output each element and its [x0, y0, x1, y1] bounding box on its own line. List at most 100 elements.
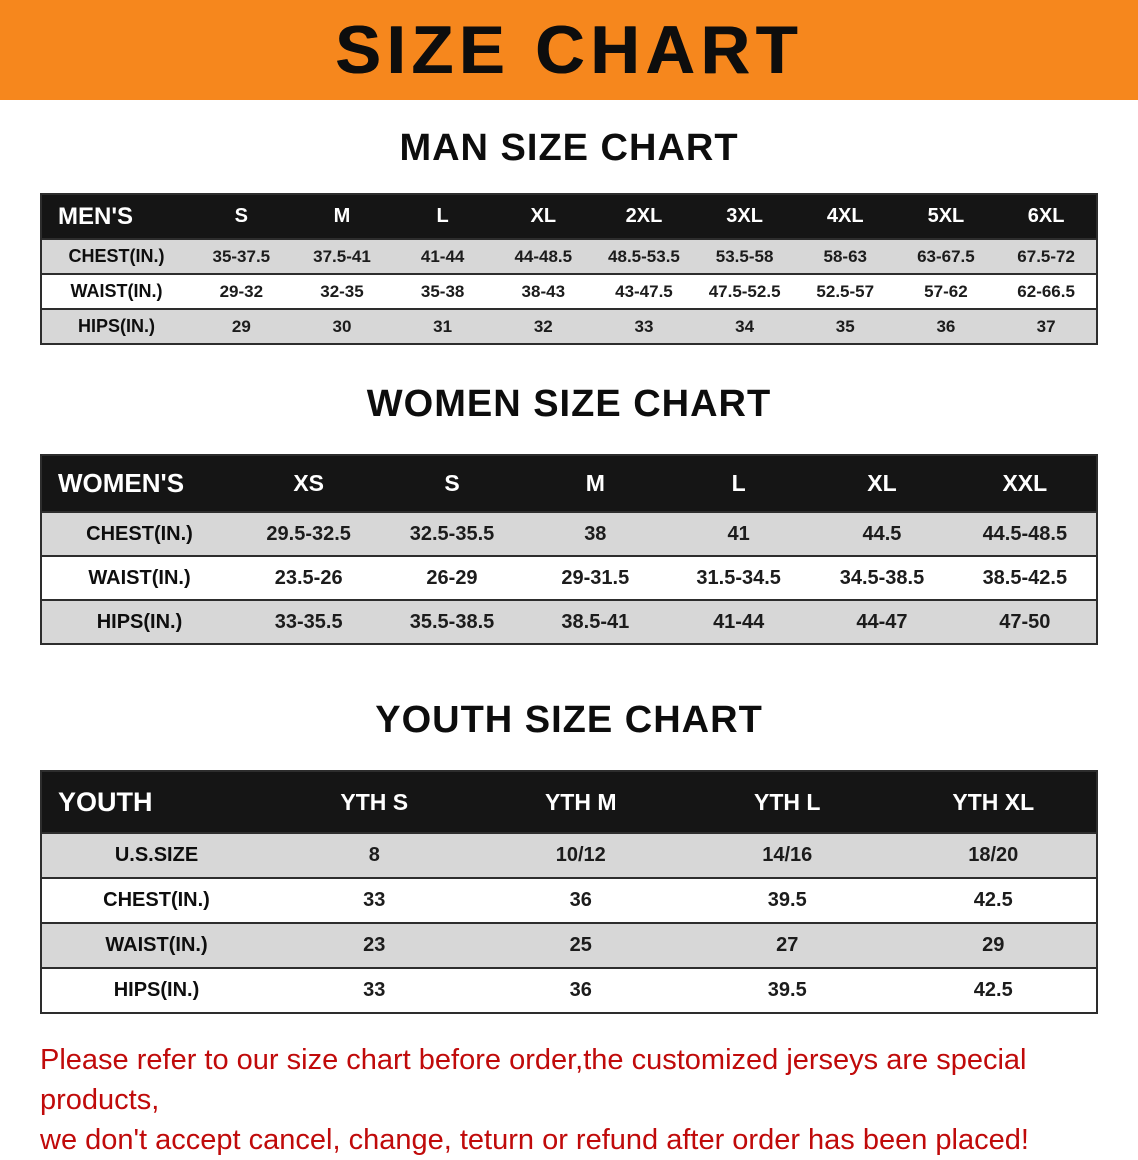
size-value: 44-47: [810, 600, 954, 645]
size-value: 33: [271, 968, 478, 1014]
size-value: 27: [684, 923, 891, 969]
size-value: 38.5-41: [523, 600, 667, 645]
size-value: 43-47.5: [593, 274, 695, 310]
size-value: 38.5-42.5: [953, 556, 1097, 601]
size-value: 35: [794, 309, 896, 345]
size-value: 38-43: [492, 274, 594, 310]
row-label: HIPS(IN.): [41, 600, 237, 645]
youth-section-heading: YOUTH SIZE CHART: [375, 699, 763, 741]
row-label: HIPS(IN.): [41, 968, 271, 1014]
size-column-header: S: [191, 194, 292, 240]
size-value: 67.5-72: [996, 239, 1097, 275]
table-row: CHEST(IN.) 29.5-32.5 32.5-35.5 38 41 44.5 44.5…: [41, 512, 1097, 557]
table-corner-label: WOMEN'S: [41, 455, 237, 513]
size-value: 29: [191, 309, 292, 345]
size-value: 30: [291, 309, 393, 345]
size-value: 39.5: [684, 968, 891, 1014]
table-row: WAIST(IN.) 23.5-26 26-29 29-31.5 31.5-34.5 34…: [41, 556, 1097, 601]
size-value: 44.5: [810, 512, 954, 557]
table-row: HIPS(IN.) 29 30 31 32 33 34 35 36 37: [41, 309, 1097, 345]
size-column-header: YTH M: [477, 771, 684, 834]
size-column-header: S: [380, 455, 524, 513]
size-column-header: YTH S: [271, 771, 478, 834]
size-value: 63-67.5: [895, 239, 997, 275]
size-column-header: XS: [237, 455, 381, 513]
size-value: 37.5-41: [291, 239, 393, 275]
row-label: CHEST(IN.): [41, 512, 237, 557]
size-value: 23.5-26: [237, 556, 381, 601]
size-column-header: 4XL: [794, 194, 896, 240]
table-header-row: MEN'S S M L XL 2XL 3XL 4XL 5XL 6XL: [41, 194, 1097, 240]
size-value: 29.5-32.5: [237, 512, 381, 557]
size-value: 33: [593, 309, 695, 345]
size-column-header: 2XL: [593, 194, 695, 240]
size-column-header: L: [666, 455, 811, 513]
size-value: 18/20: [890, 833, 1097, 879]
size-column-header: 5XL: [895, 194, 997, 240]
size-column-header: L: [392, 194, 493, 240]
size-value: 8: [271, 833, 478, 879]
size-column-header: 6XL: [996, 194, 1097, 240]
size-value: 29: [890, 923, 1097, 969]
men-size-table: MEN'S S M L XL 2XL 3XL 4XL 5XL 6XL CHEST(IN.) 35-37…: [40, 193, 1098, 345]
size-value: 29-32: [191, 274, 292, 310]
size-value: 47.5-52.5: [694, 274, 795, 310]
table-corner-label: YOUTH: [41, 771, 271, 834]
row-label: CHEST(IN.): [41, 239, 191, 275]
row-label: WAIST(IN.): [41, 274, 191, 310]
men-section-heading: MAN SIZE CHART: [399, 127, 739, 169]
row-label: U.S.SIZE: [41, 833, 271, 879]
size-value: 57-62: [895, 274, 997, 310]
size-column-header: XL: [810, 455, 954, 513]
size-value: 42.5: [890, 968, 1097, 1014]
size-column-header: YTH L: [684, 771, 891, 834]
size-value: 37: [996, 309, 1097, 345]
size-value: 58-63: [794, 239, 896, 275]
men-size-section: MAN SIZE CHART MEN'S S M L XL 2XL 3XL 4XL 5XL 6XL…: [0, 100, 1138, 345]
youth-size-section: YOUTH SIZE CHART YOUTH YTH S YTH M YTH L YTH…: [0, 645, 1138, 1014]
size-column-header: 3XL: [694, 194, 795, 240]
size-value: 47-50: [953, 600, 1097, 645]
size-value: 42.5: [890, 878, 1097, 924]
row-label: WAIST(IN.): [41, 923, 271, 969]
size-value: 36: [477, 968, 684, 1014]
table-corner-label: MEN'S: [41, 194, 191, 240]
table-row: CHEST(IN.) 33 36 39.5 42.5: [41, 878, 1097, 924]
table-row: WAIST(IN.) 29-32 32-35 35-38 38-43 43-47.5 47.…: [41, 274, 1097, 310]
youth-size-table: YOUTH YTH S YTH M YTH L YTH XL U.S.SIZE 8 10/12…: [40, 770, 1098, 1014]
size-column-header: M: [291, 194, 393, 240]
size-value: 29-31.5: [523, 556, 667, 601]
size-column-header: YTH XL: [890, 771, 1097, 834]
size-value: 52.5-57: [794, 274, 896, 310]
size-value: 14/16: [684, 833, 891, 879]
disclaimer: Please refer to our size chart before or…: [40, 1040, 1120, 1160]
table-row: WAIST(IN.) 23 25 27 29: [41, 923, 1097, 969]
size-value: 33: [271, 878, 478, 924]
size-value: 39.5: [684, 878, 891, 924]
size-value: 41-44: [392, 239, 493, 275]
size-value: 36: [477, 878, 684, 924]
size-value: 41-44: [666, 600, 811, 645]
banner: SIZE CHART: [0, 0, 1138, 100]
size-value: 38: [523, 512, 667, 557]
size-column-header: XXL: [953, 455, 1097, 513]
size-value: 31.5-34.5: [666, 556, 811, 601]
size-column-header: XL: [492, 194, 594, 240]
page-title: SIZE CHART: [335, 12, 803, 88]
size-value: 31: [392, 309, 493, 345]
size-value: 32-35: [291, 274, 393, 310]
table-row: U.S.SIZE 8 10/12 14/16 18/20: [41, 833, 1097, 879]
table-header-row: WOMEN'S XS S M L XL XXL: [41, 455, 1097, 513]
size-value: 32: [492, 309, 594, 345]
women-size-section: WOMEN SIZE CHART WOMEN'S XS S M L XL XXL CHEST(…: [0, 345, 1138, 645]
size-value: 34: [694, 309, 795, 345]
size-value: 53.5-58: [694, 239, 795, 275]
row-label: WAIST(IN.): [41, 556, 237, 601]
women-size-table: WOMEN'S XS S M L XL XXL CHEST(IN.) 29.5-32.5 32.5…: [40, 454, 1098, 645]
size-value: 10/12: [477, 833, 684, 879]
size-value: 36: [895, 309, 997, 345]
size-value: 35-38: [392, 274, 493, 310]
size-value: 25: [477, 923, 684, 969]
size-value: 26-29: [380, 556, 524, 601]
